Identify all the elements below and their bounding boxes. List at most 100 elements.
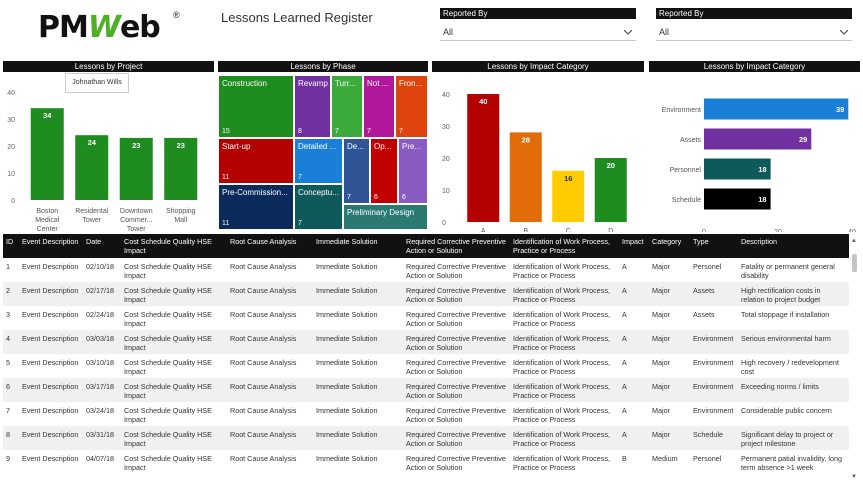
treemap-cell-label: Turr...	[335, 79, 356, 88]
reported-by-filter-1[interactable]: Reported By All	[440, 8, 636, 41]
treemap-cell[interactable]: Not ... 7	[363, 75, 395, 138]
reported-by-dropdown-1[interactable]: All	[440, 23, 636, 41]
treemap-cell-label: Pre...	[402, 142, 422, 151]
table-row[interactable]: 8 Event Description 03/31/18 Cost Schedule …	[3, 426, 849, 450]
treemap-cell[interactable]: Pre-Commission... 11	[218, 184, 294, 230]
impact-category-horizontal-chart: Environment 39 Assets 29 Personnel 18 Schedule…	[662, 98, 856, 236]
reported-by-dropdown-2[interactable]: All	[656, 23, 852, 41]
table-cell: 03/17/18	[86, 382, 114, 391]
column-header[interactable]: Immediate Solution	[316, 237, 378, 246]
treemap-cell-value: 7	[347, 194, 351, 201]
column-header[interactable]: ID	[6, 237, 14, 246]
table-cell: Identification of Work Process, Practice…	[513, 406, 610, 424]
table-cell: Cost Schedule Quality HSE Impact	[124, 454, 212, 472]
table-cell: Significant delay to project or project …	[741, 430, 834, 448]
column-header[interactable]: Cost Schedule Quality HSE Impact	[124, 237, 212, 255]
data-label: 23	[132, 141, 140, 150]
table-row[interactable]: 2 Event Description 02/17/18 Cost Schedule …	[3, 282, 849, 306]
table-cell: Identification of Work Process, Practice…	[513, 286, 610, 304]
chevron-down-icon[interactable]	[624, 28, 632, 36]
treemap-cell[interactable]: Start-up 11	[218, 138, 294, 184]
x-tick-label: Commer...	[120, 217, 152, 224]
table-cell: A	[622, 286, 627, 295]
treemap-cell[interactable]: Detailed ... 7	[294, 138, 343, 184]
table-cell: Identification of Work Process, Practice…	[513, 334, 610, 352]
page-title: Lessons Learned Register	[221, 10, 373, 25]
treemap-cell[interactable]: Construction 15	[218, 75, 294, 138]
table-cell: 3	[6, 310, 10, 319]
data-label: 24	[88, 138, 97, 147]
reported-by-filter-2[interactable]: Reported By All	[656, 8, 852, 41]
panel-title: Lessons by Impact Category	[649, 61, 860, 72]
table-cell: Required Corrective Preventive Action or…	[406, 430, 506, 448]
tooltip: Johnathan Wills	[65, 73, 129, 93]
table-row[interactable]: 9 Event Description 04/07/18 Cost Schedule …	[3, 450, 849, 474]
x-tick-label: Center	[37, 226, 59, 232]
table-cell: Root Cause Analysis	[230, 310, 297, 319]
table-row[interactable]: 4 Event Description 03/03/18 Cost Schedule …	[3, 330, 849, 354]
treemap-cell[interactable]: Op... 6	[370, 138, 398, 204]
column-header[interactable]: Type	[693, 237, 709, 246]
column-header[interactable]: Identification of Work Process, Practice…	[513, 237, 610, 255]
treemap-cell[interactable]: De... 7	[343, 138, 370, 204]
treemap-cell[interactable]: Fron... 7	[395, 75, 428, 138]
treemap-cell-label: Fron...	[399, 79, 423, 88]
treemap-cell[interactable]: Revamp 8	[294, 75, 331, 138]
bar	[704, 188, 771, 210]
column-header[interactable]: Category	[652, 237, 682, 246]
table-cell: Immediate Solution	[316, 406, 378, 415]
table-scrollbar[interactable]: ▲ ▼	[850, 234, 859, 484]
table-row[interactable]: 5 Event Description 03/10/18 Cost Schedule …	[3, 354, 849, 378]
table-cell: Serious environmental harm	[741, 334, 831, 343]
column-header[interactable]: Root Cause Analysis	[230, 237, 297, 246]
table-cell: Identification of Work Process, Practice…	[513, 310, 610, 328]
table-cell: Cost Schedule Quality HSE Impact	[124, 262, 212, 280]
table-row[interactable]: 3 Event Description 02/24/18 Cost Schedule …	[3, 306, 849, 330]
table-cell: Event Description	[22, 406, 79, 415]
table-cell: Major	[652, 286, 670, 295]
y-tick-label: 10	[7, 171, 15, 178]
column-header[interactable]: Impact	[622, 237, 644, 246]
y-tick-label: 0	[442, 220, 446, 227]
bar	[119, 137, 153, 200]
column-header[interactable]: Event Description	[22, 237, 79, 246]
column-header[interactable]: Description	[741, 237, 777, 246]
treemap-cell[interactable]: Conceptu... 7	[294, 184, 343, 230]
scrollbar-thumb[interactable]	[852, 254, 857, 272]
bar	[509, 132, 542, 222]
data-label: 39	[836, 105, 844, 114]
table-cell: Root Cause Analysis	[230, 286, 297, 295]
column-header[interactable]: Date	[86, 237, 102, 246]
table-row[interactable]: 7 Event Description 03/24/18 Cost Schedule …	[3, 402, 849, 426]
table-cell: Environment	[693, 358, 734, 367]
treemap-cell[interactable]: Preliminary Design	[343, 204, 428, 230]
table-cell: 5	[6, 358, 10, 367]
table-row[interactable]: 1 Event Description 02/10/18 Cost Schedule …	[3, 258, 849, 282]
table-cell: Cost Schedule Quality HSE Impact	[124, 334, 212, 352]
treemap-cell-label: Pre-Commission...	[222, 188, 288, 197]
table-cell: Cost Schedule Quality HSE Impact	[124, 382, 212, 400]
chevron-down-icon[interactable]	[840, 28, 848, 36]
table-cell: Event Description	[22, 454, 79, 463]
x-tick-label: Residental	[75, 208, 109, 215]
table-cell: A	[622, 406, 627, 415]
scroll-down-icon[interactable]: ▼	[851, 474, 857, 480]
pmweb-logo: PMWeb ®	[38, 8, 188, 48]
table-cell: A	[622, 310, 627, 319]
scroll-up-icon[interactable]: ▲	[851, 238, 857, 244]
y-tick-label: 0	[11, 198, 15, 205]
table-cell: 03/31/18	[86, 430, 114, 439]
treemap-cell[interactable]: Pre... 6	[398, 138, 428, 204]
table-cell: Identification of Work Process, Practice…	[513, 454, 610, 472]
treemap-cell-value: 7	[399, 128, 403, 135]
data-label: 20	[607, 161, 615, 170]
lessons-by-project-panel: Lessons by Project 0 10 20 30 40 34 Boston Medi…	[3, 61, 214, 237]
table-row[interactable]: 6 Event Description 03/17/18 Cost Schedule …	[3, 378, 849, 402]
table-cell: Event Description	[22, 382, 79, 391]
treemap-cell[interactable]: Turr... 7	[331, 75, 363, 138]
x-tick-label: A	[481, 228, 486, 232]
treemap-cell-value: 8	[298, 128, 302, 135]
table-cell: Event Description	[22, 286, 79, 295]
bar	[704, 128, 812, 150]
column-header[interactable]: Required Corrective Preventive Action or…	[406, 237, 506, 255]
